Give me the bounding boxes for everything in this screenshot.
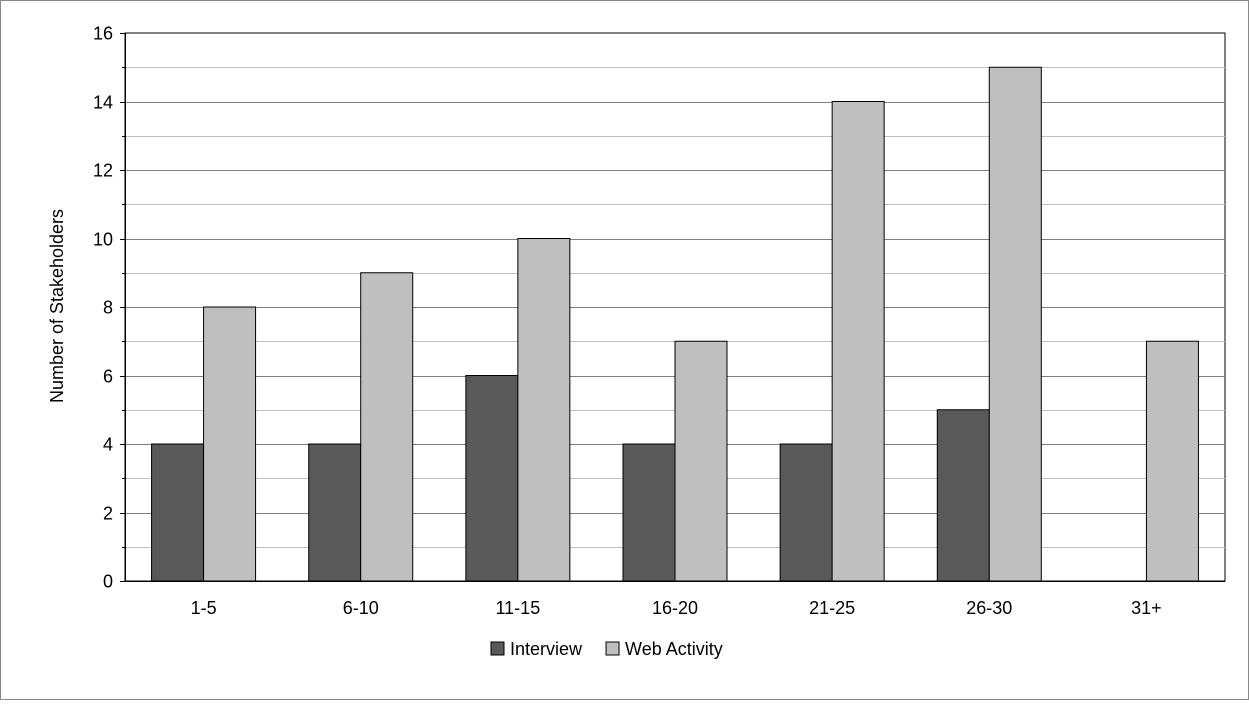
bar-web-activity <box>988 66 1042 582</box>
x-tick-label: 16-20 <box>652 598 698 618</box>
bar-web-activity <box>517 238 571 582</box>
legend-swatch-interview <box>490 641 505 656</box>
bar-interview <box>936 409 990 582</box>
y-tick-label: 10 <box>93 230 113 250</box>
y-tick-label: 0 <box>103 572 113 592</box>
y-tick-label: 16 <box>93 24 113 44</box>
bar-interview <box>151 443 205 582</box>
bar-interview <box>465 375 519 582</box>
bar-web-activity <box>203 306 257 582</box>
x-tick-label: 21-25 <box>809 598 855 618</box>
x-tick-label: 11-15 <box>496 598 541 618</box>
bar-web-activity <box>831 101 885 582</box>
y-tick-label: 8 <box>103 298 113 318</box>
y-tick-label: 14 <box>93 93 113 113</box>
bar-interview <box>622 443 676 582</box>
bar-web-activity <box>360 272 414 582</box>
legend-label: Interview <box>510 639 583 659</box>
legend-swatch-web-activity <box>605 641 620 656</box>
x-tick-label: 31+ <box>1131 598 1162 618</box>
bar-interview <box>779 443 833 582</box>
bar-web-activity <box>674 340 728 582</box>
legend-label: Web Activity <box>625 639 723 659</box>
bars <box>151 66 1199 582</box>
x-tick-label: 1-5 <box>191 598 217 618</box>
y-tick-label: 12 <box>93 161 113 181</box>
bar-web-activity <box>1145 340 1199 582</box>
tick-labels: 0 2 4 6 8 10 12 14 16 1-5 6-10 11-15 16-20 21-25 26-30… <box>93 24 1162 619</box>
x-tick-label: 26-30 <box>966 598 1012 618</box>
y-tick-label: 2 <box>103 504 113 524</box>
x-tick-label: 6-10 <box>343 598 379 618</box>
legend: Interview Web Activity <box>490 639 723 659</box>
bar-interview <box>308 443 362 582</box>
y-tick-label: 4 <box>103 435 113 455</box>
axes <box>120 33 1225 582</box>
y-tick-label: 6 <box>103 367 113 387</box>
y-axis-label: Number of Stakeholders <box>47 209 67 403</box>
